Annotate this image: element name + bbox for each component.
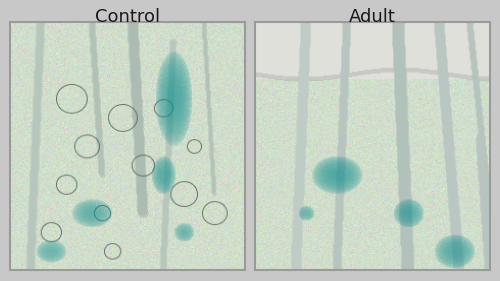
Text: Control: Control — [95, 8, 160, 26]
Text: Adult: Adult — [349, 8, 396, 26]
